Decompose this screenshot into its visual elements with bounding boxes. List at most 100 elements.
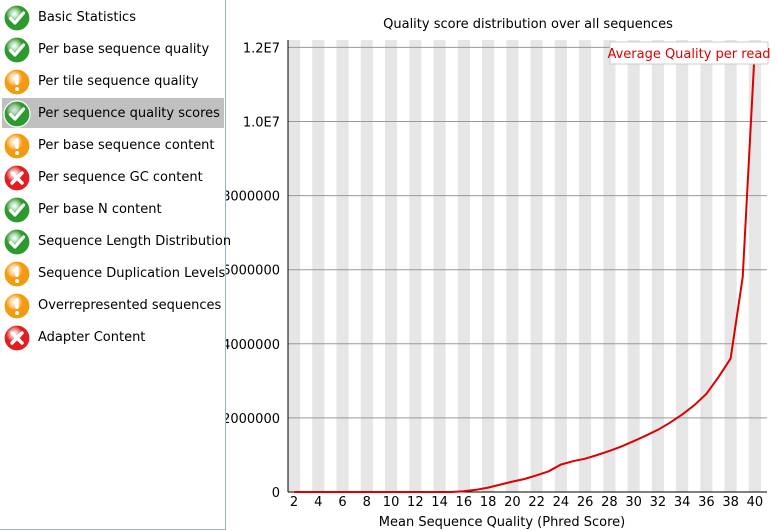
chart-band bbox=[554, 40, 567, 492]
module-label: Per sequence GC content bbox=[38, 170, 203, 185]
module-label: Sequence Duplication Levels bbox=[38, 266, 226, 281]
data-point bbox=[511, 481, 513, 483]
data-point bbox=[681, 413, 683, 416]
data-point bbox=[730, 358, 732, 360]
data-point bbox=[548, 470, 550, 472]
module-label: Per base N content bbox=[38, 202, 162, 217]
data-point bbox=[669, 422, 671, 424]
data-point bbox=[657, 429, 659, 431]
data-point bbox=[499, 483, 501, 486]
x-tick-label: 20 bbox=[504, 495, 521, 510]
y-tick-label: 0 bbox=[272, 486, 280, 501]
chart-band bbox=[312, 40, 325, 492]
quality-chart: 020000004000000600000080000001.0E71.2E7 … bbox=[226, 17, 771, 530]
chart-band bbox=[385, 40, 398, 492]
data-point bbox=[426, 491, 429, 493]
legend-box bbox=[609, 41, 769, 65]
y-tick-label: 6000000 bbox=[226, 264, 280, 279]
y-tick-label: 4000000 bbox=[226, 338, 280, 353]
chart-gridlines bbox=[288, 46, 767, 419]
data-point bbox=[305, 491, 307, 493]
x-axis-label: Mean Sequence Quality (Phred Score) bbox=[379, 515, 625, 530]
module-label: Per base sequence content bbox=[38, 138, 215, 153]
chart-band bbox=[724, 40, 737, 492]
module-item[interactable]: Adapter Content bbox=[0, 321, 225, 353]
module-item[interactable]: Sequence Duplication Levels bbox=[0, 257, 225, 289]
y-tick-label: 2000000 bbox=[226, 412, 280, 427]
data-point bbox=[438, 491, 441, 493]
data-point bbox=[354, 491, 356, 493]
check-icon bbox=[3, 100, 31, 128]
data-point bbox=[390, 491, 392, 493]
module-item[interactable]: Per base sequence content bbox=[0, 129, 225, 161]
data-point bbox=[378, 491, 380, 493]
x-tick-label: 6 bbox=[338, 495, 346, 510]
data-point bbox=[293, 491, 295, 493]
chart-band bbox=[288, 40, 301, 492]
chart-band bbox=[457, 40, 470, 492]
module-item[interactable]: Per base sequence quality bbox=[0, 33, 225, 65]
cross-icon bbox=[3, 324, 31, 352]
chart-legend: Average Quality per read bbox=[607, 41, 771, 65]
chart-band bbox=[433, 40, 446, 492]
module-item[interactable]: Overrepresented sequences bbox=[0, 289, 225, 321]
chart-panel: 0 2000000 4000000 6000000 8000000 1.0E7 1.2E7 … bbox=[226, 0, 778, 531]
x-tick-label: 34 bbox=[674, 495, 691, 510]
module-item[interactable]: Per base N content bbox=[0, 193, 225, 225]
selection-highlight bbox=[2, 98, 224, 128]
y-tick-label: 1.0E7 bbox=[243, 116, 280, 131]
data-point bbox=[451, 491, 453, 493]
data-point bbox=[584, 458, 586, 460]
x-tick-label: 36 bbox=[698, 495, 715, 510]
x-tick-label: 22 bbox=[528, 495, 545, 510]
chart-band bbox=[360, 40, 373, 492]
x-tick-label: 26 bbox=[577, 495, 594, 510]
data-point bbox=[705, 393, 707, 395]
module-item[interactable]: Sequence Length Distribution bbox=[0, 225, 231, 257]
module-label: Overrepresented sequences bbox=[38, 298, 222, 313]
x-tick-label: 16 bbox=[456, 495, 473, 510]
module-list: Basic Statistics Per base sequence qualit… bbox=[0, 0, 231, 530]
data-point bbox=[366, 491, 368, 493]
x-tick-label: 30 bbox=[625, 495, 642, 510]
x-tick-label: 14 bbox=[431, 495, 448, 510]
data-point bbox=[414, 491, 416, 493]
y-tick-label: 8000000 bbox=[226, 190, 280, 205]
x-tick-label: 8 bbox=[363, 495, 371, 510]
chart-band bbox=[651, 40, 664, 492]
exclamation-icon bbox=[3, 132, 31, 160]
data-point bbox=[535, 474, 538, 476]
module-label: Per sequence quality scores bbox=[38, 106, 220, 121]
x-tick-labels: 2 4 6 8 10 12 14 16 18 20 22 24 26 28 30 32 34 36 38 40 bbox=[290, 495, 763, 510]
y-tick-label: 1.2E7 bbox=[243, 41, 280, 56]
x-tick-label: 18 bbox=[480, 495, 497, 510]
chart-band bbox=[530, 40, 543, 492]
exclamation-icon bbox=[3, 68, 31, 96]
data-point bbox=[463, 490, 465, 492]
data-point bbox=[329, 491, 332, 493]
x-tick-label: 28 bbox=[601, 495, 618, 510]
chart-band bbox=[603, 40, 616, 492]
check-icon bbox=[3, 196, 31, 224]
module-label: Per tile sequence quality bbox=[38, 74, 199, 89]
data-point bbox=[487, 486, 489, 489]
x-tick-label: 4 bbox=[314, 495, 322, 510]
data-point bbox=[572, 460, 574, 462]
module-item[interactable]: Per sequence GC content bbox=[0, 161, 225, 193]
data-point bbox=[475, 489, 477, 491]
module-label: Basic Statistics bbox=[38, 10, 136, 25]
x-tick-label: 2 bbox=[290, 495, 298, 510]
chart-band bbox=[627, 40, 640, 492]
chart-band bbox=[700, 40, 713, 492]
data-point bbox=[341, 491, 344, 493]
module-item[interactable]: Per sequence quality scores bbox=[0, 97, 225, 129]
module-item[interactable]: Basic Statistics bbox=[0, 1, 225, 33]
data-point bbox=[645, 435, 647, 437]
check-icon bbox=[3, 36, 31, 64]
chart-band bbox=[336, 40, 349, 492]
x-tick-label: 40 bbox=[747, 495, 764, 510]
chart-band bbox=[506, 40, 519, 492]
data-point bbox=[633, 440, 635, 442]
chart-bands bbox=[288, 40, 761, 492]
module-item[interactable]: Per tile sequence quality bbox=[0, 65, 225, 97]
